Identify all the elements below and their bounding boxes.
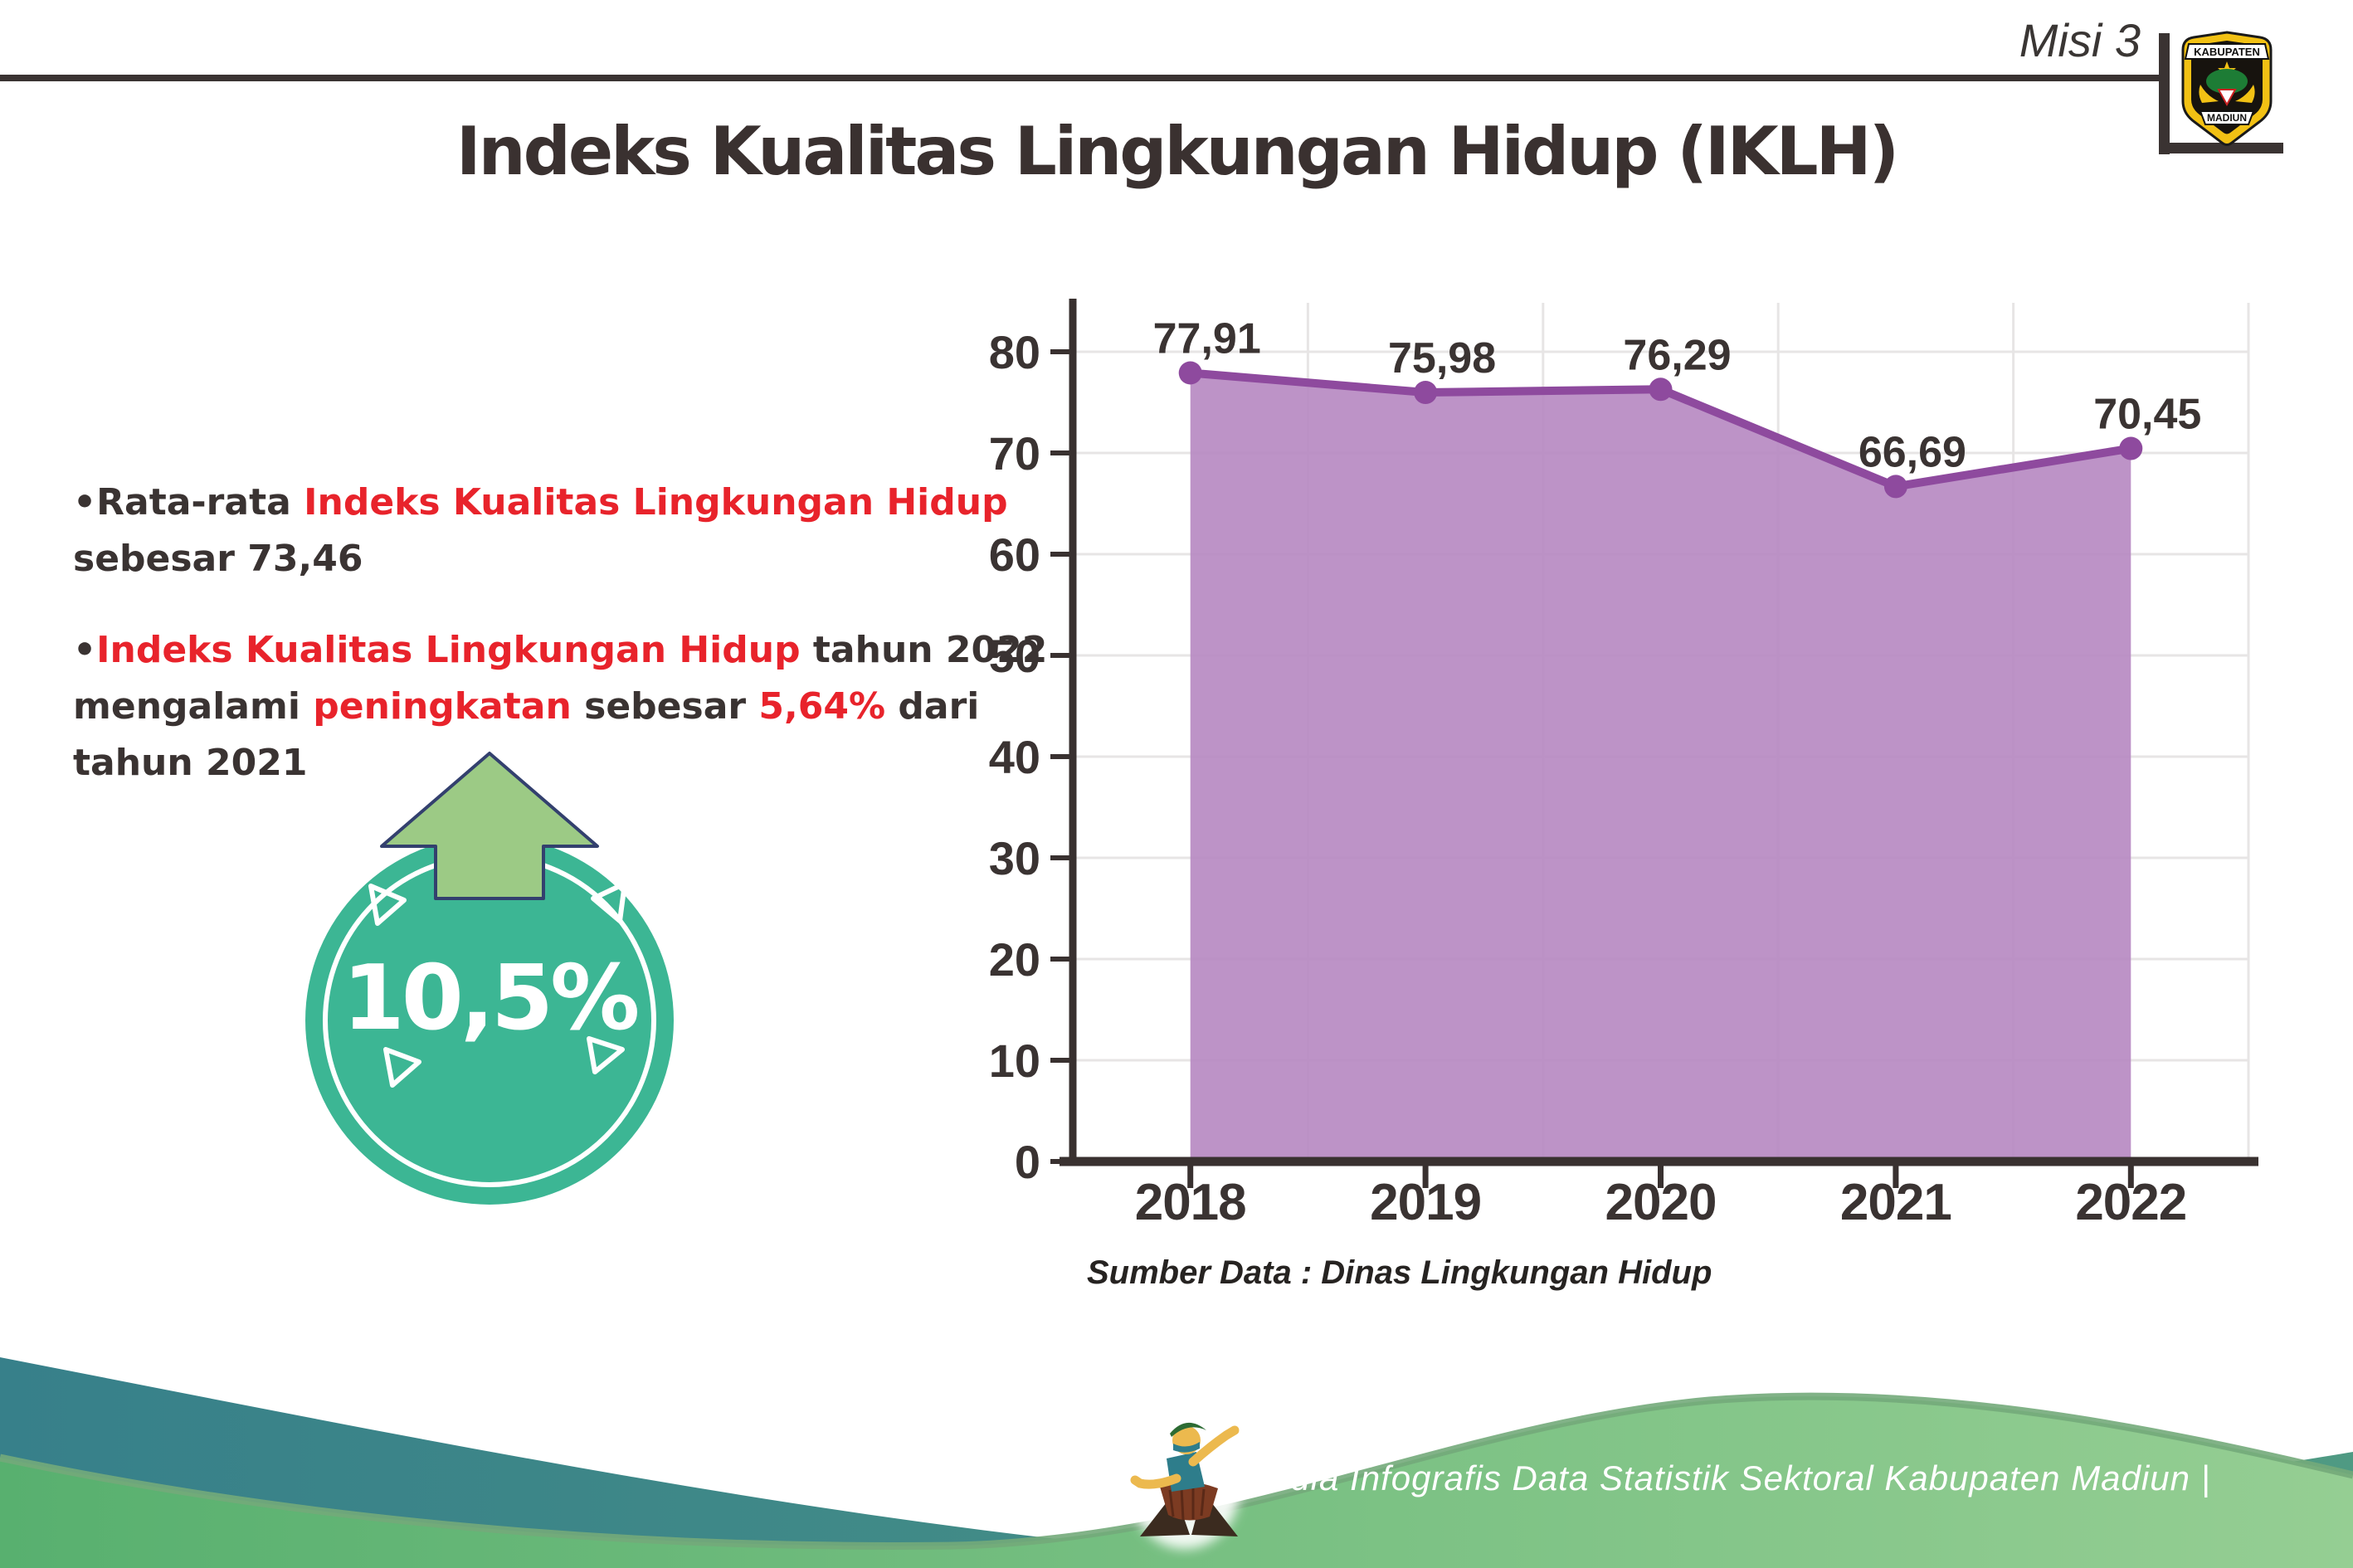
header-rule [0, 75, 2162, 81]
bullet-text-segment: Indeks Kualitas Lingkungan Hidup [304, 481, 1008, 523]
wave-green-rim [0, 1392, 2353, 1550]
increase-badge: 10,5% [305, 752, 674, 1205]
data-point [1649, 377, 1673, 402]
logo-center-emblem [2217, 89, 2237, 107]
badge-spark-lower-right [587, 1036, 625, 1074]
bullet-text-segment: sebesar [571, 685, 759, 728]
badge-spark-upper-left [368, 884, 407, 926]
bullet-text-segment: tahun 2022 [800, 629, 1048, 671]
y-tick-label: 50 [989, 630, 1040, 682]
footer-waves [0, 1357, 2353, 1568]
footer-caption: Media Infografis Data Statistik Sektoral… [1240, 1458, 2211, 1497]
badge-spark-upper-right [591, 881, 627, 923]
bullet-increase-2022: •Indeks Kualitas Lingkungan Hidup tahun … [73, 622, 1152, 791]
logo-top-ribbon [2184, 43, 2270, 60]
iklh-area-chart: 0 10 20 30 40 50 60 70 80 2018 2019 2020 2021 2022 77,… [954, 274, 2323, 1352]
bullet-text-segment: dari [885, 685, 980, 728]
bullet-average-iklh: •Rata-rata Indeks Kualitas Lingkungan Hi… [73, 475, 1152, 587]
y-tick-label: 20 [989, 933, 1040, 986]
area-fill [1190, 373, 2131, 1161]
y-tick-label: 70 [989, 427, 1040, 480]
data-label: 76,29 [1623, 331, 1731, 379]
y-tick-label: 80 [989, 326, 1040, 378]
y-tick-label: 40 [989, 731, 1040, 783]
chart-source-note: Sumber Data : Dinas Lingkungan Hidup [1087, 1254, 1712, 1291]
mascot-skirt-texture [1168, 1488, 1206, 1521]
badge-circle [305, 836, 674, 1205]
mascot-cap [1170, 1422, 1206, 1437]
bullet-text-segment: tahun 2021 [73, 742, 308, 784]
wave-teal-band [0, 1357, 2353, 1568]
mascot-face-band [1173, 1442, 1200, 1453]
wave-green-band [0, 1396, 2353, 1568]
logo-corner-bracket-horizontal [2159, 143, 2283, 153]
chart-canvas: 0 10 20 30 40 50 60 70 80 2018 2019 2020 2021 2022 77,… [989, 299, 2258, 1231]
logo-top-text: KABUPATEN [2194, 46, 2260, 58]
x-tick-label: 2019 [1370, 1174, 1481, 1231]
logo-right-wing [2235, 85, 2255, 103]
logo-bottom-text: MADIUN [2207, 112, 2247, 124]
data-label: 77,91 [1153, 314, 1261, 363]
data-point [1883, 475, 1907, 499]
kabupaten-madiun-logo-icon: KABUPATEN MADIUN [2181, 31, 2273, 146]
bullet-text-segment: Indeks Kualitas Lingkungan Hidup [96, 629, 801, 671]
bullet-text-segment: •Rata-rata [73, 481, 304, 523]
logo-left-wing [2199, 85, 2219, 103]
data-label: 70,45 [2093, 391, 2201, 439]
y-tick-label: 10 [989, 1035, 1040, 1087]
misi-label: Misi 3 [2019, 14, 2141, 66]
page-title: Indeks Kualitas Lingkungan Hidup (IKLH) [455, 113, 1899, 190]
y-tick-label: 60 [989, 528, 1040, 581]
y-tick-label: 30 [989, 832, 1040, 884]
x-tick-label: 2020 [1605, 1174, 1717, 1231]
mascot-right-arm [1188, 1425, 1240, 1467]
data-point [1414, 381, 1438, 405]
data-point [2119, 436, 2143, 460]
mascot-left-arm [1130, 1473, 1181, 1489]
badge-value: 10,5% [343, 947, 637, 1050]
x-tick-label: 2021 [1840, 1174, 1951, 1231]
data-label: 75,98 [1388, 334, 1496, 382]
x-tick-label: 2018 [1135, 1174, 1246, 1231]
bullet-text-segment: peningkatan [313, 685, 572, 728]
up-arrow-icon [380, 752, 599, 900]
bullet-text-segment: 5,64% [758, 685, 886, 728]
data-label: 66,69 [1859, 428, 1966, 476]
bullet-text-segment: • [73, 629, 97, 671]
logo-corner-bracket-vertical [2159, 33, 2170, 154]
logo-bottom-ribbon [2199, 110, 2255, 125]
dancer-mascot-icon [1130, 1422, 1240, 1549]
key-findings-list: •Rata-rata Indeks Kualitas Lingkungan Hi… [73, 475, 1152, 826]
badge-spark-lower-left [383, 1047, 421, 1088]
x-tick-label: 2022 [2075, 1174, 2186, 1231]
data-point [1178, 361, 1202, 385]
bullet-text-segment: sebesar 73,46 [73, 538, 363, 580]
y-tick-label: 0 [1015, 1136, 1040, 1188]
bullet-text-segment: mengalami [73, 685, 314, 728]
